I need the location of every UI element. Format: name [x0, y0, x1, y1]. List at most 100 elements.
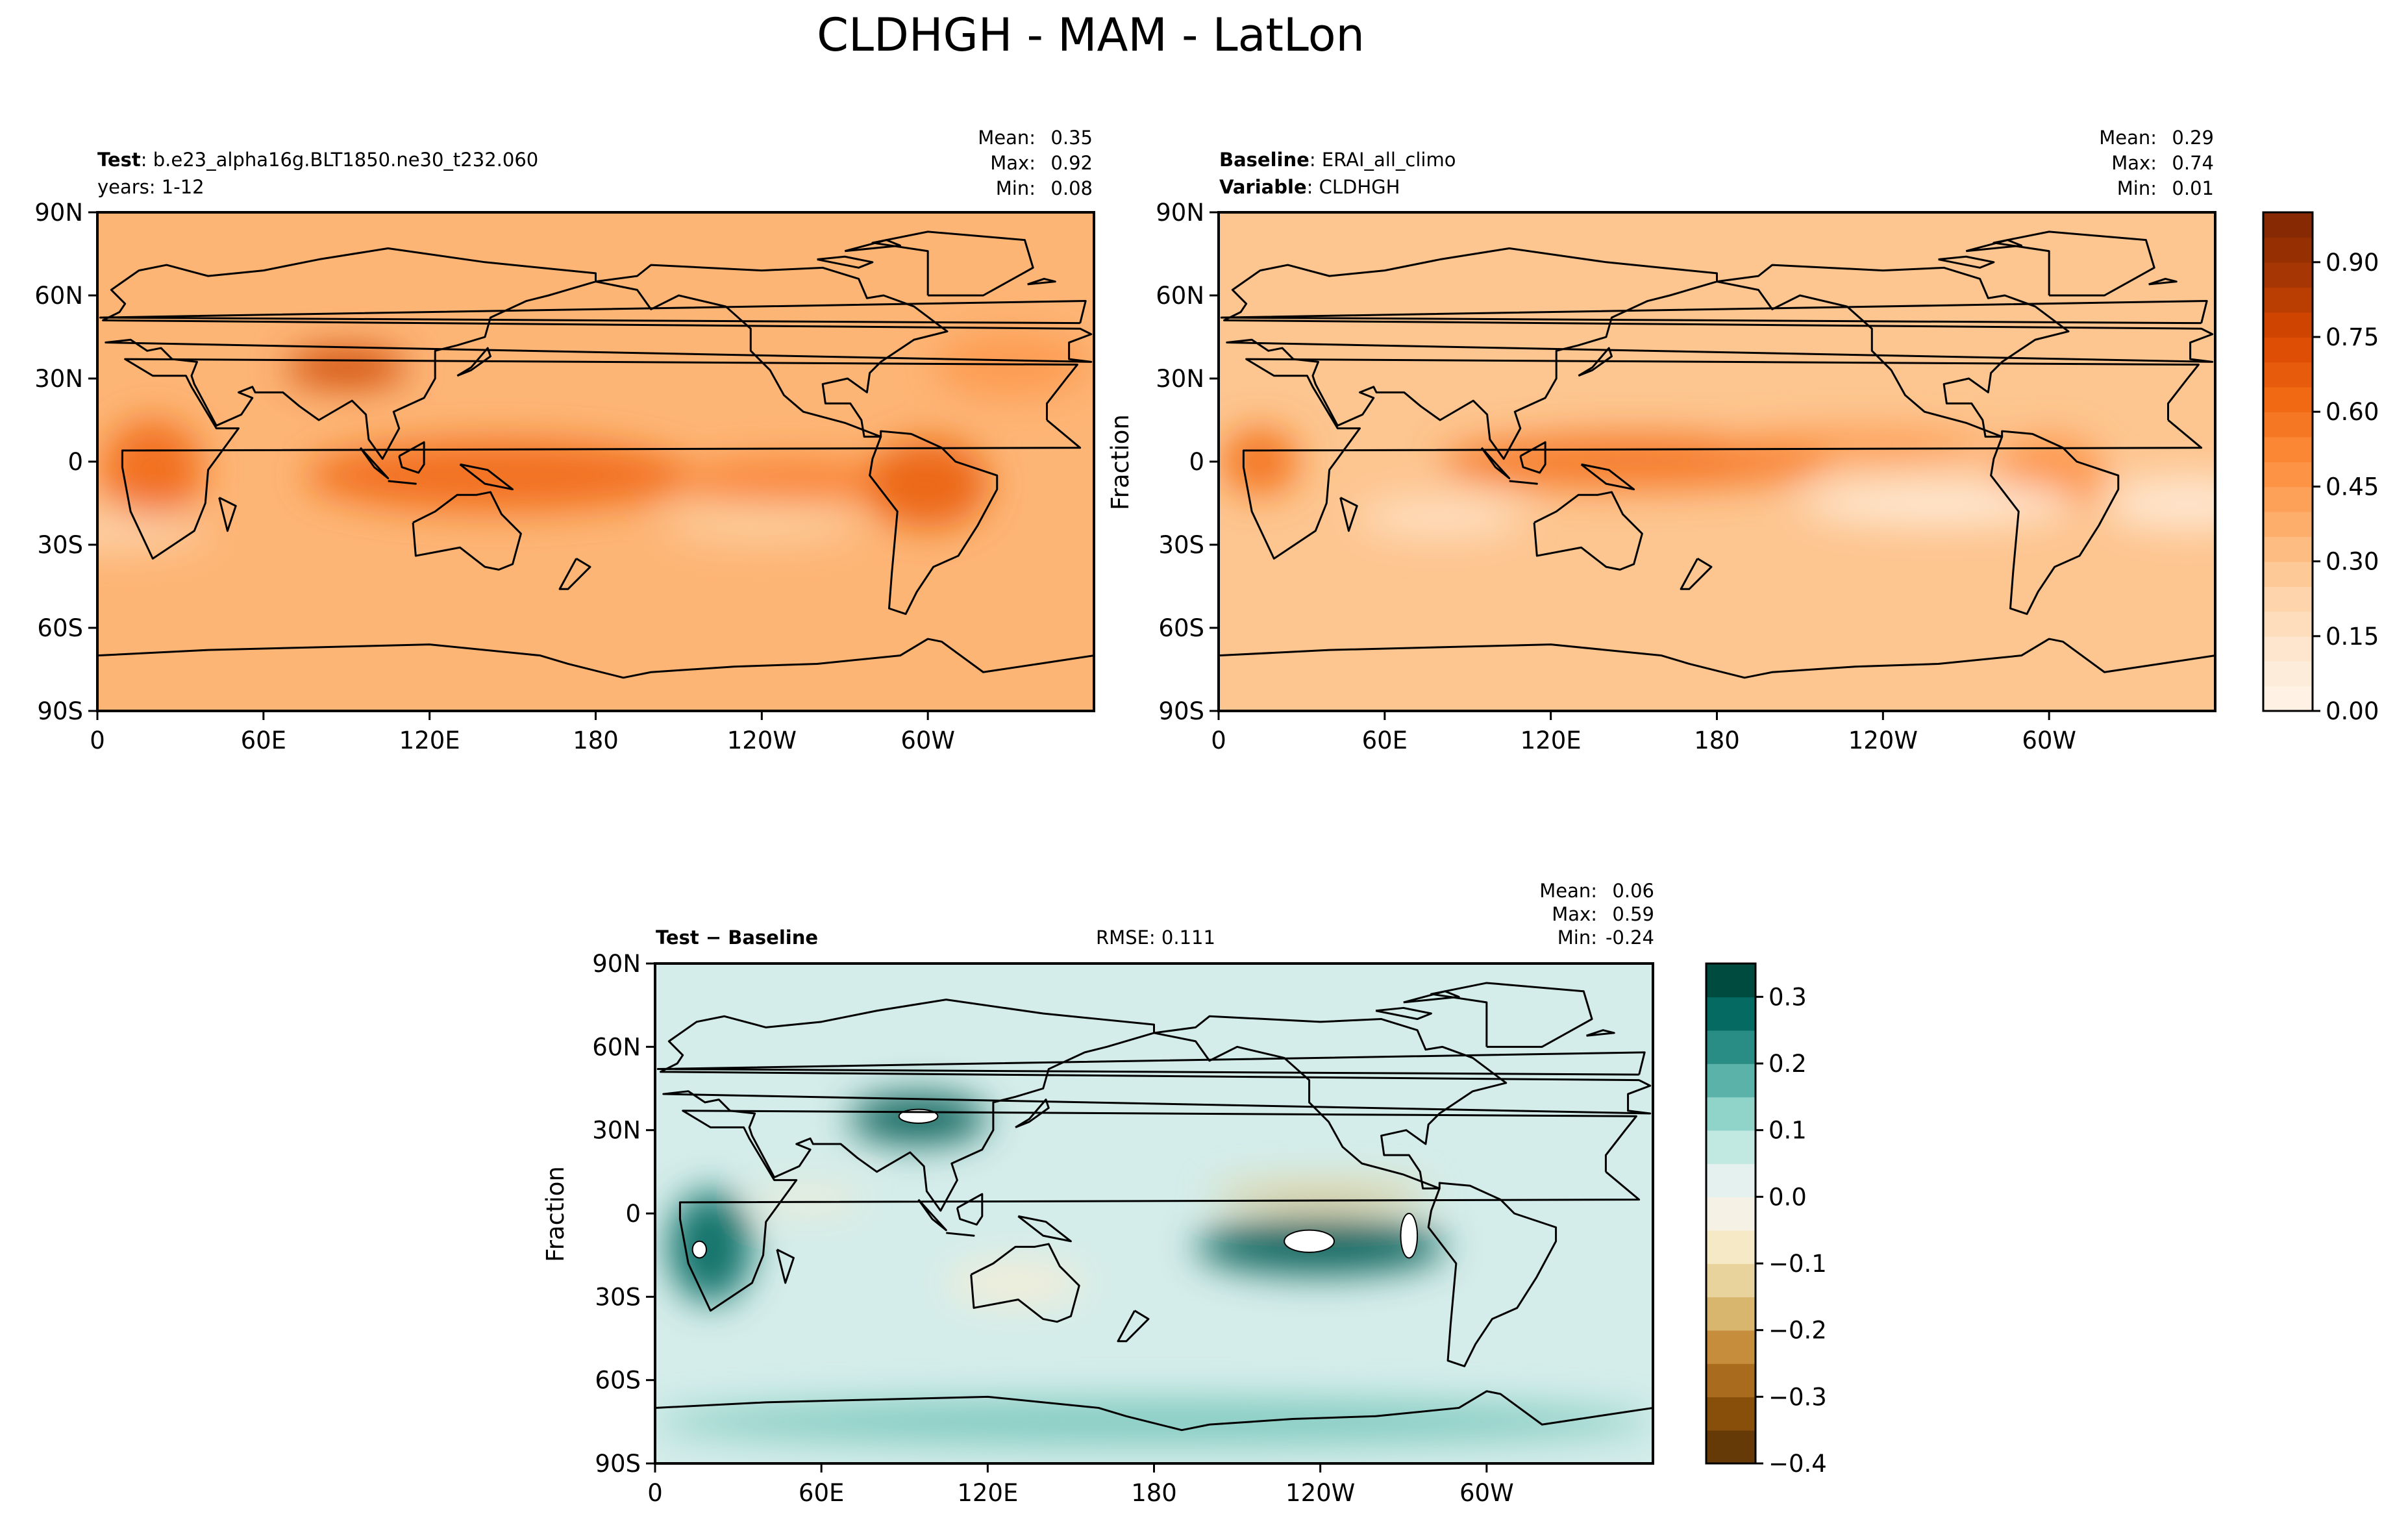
coastline: [1578, 347, 1613, 377]
coastline: [917, 1199, 947, 1232]
colorbar-tick-label: 0.15: [2326, 623, 2379, 651]
coastline: [1533, 491, 1643, 571]
field-blobs: [97, 331, 1089, 551]
coastlines: [1219, 230, 2215, 679]
colorbar-step: [2263, 362, 2313, 388]
y-tick-label: 0: [68, 448, 83, 476]
coastline: [776, 1249, 795, 1284]
coastline: [869, 430, 999, 615]
field-anomaly: [1209, 1182, 1432, 1206]
baseline-title-line-2: Variable: CLDHGH: [1219, 176, 1400, 198]
coastline: [1427, 1182, 1558, 1367]
coastline: [1403, 990, 1460, 1004]
coastline: [97, 638, 1094, 679]
x-tick-label: 0: [90, 727, 105, 754]
x-tick-label: 120E: [1521, 727, 1582, 754]
colorbar-step: [2263, 586, 2313, 612]
diff-rmse: RMSE: 0.111: [1096, 926, 1215, 949]
x-tick-label: 60W: [2022, 727, 2076, 754]
coastline: [1680, 558, 1713, 590]
field-anomaly: [304, 439, 693, 512]
diff-stat-max: 0.59: [1612, 903, 1654, 925]
coastlines: [655, 982, 1653, 1432]
field-anomaly: [1800, 480, 2077, 526]
colorbar-tick-label: 0.75: [2326, 323, 2379, 351]
diff-stat-min: -0.24: [1606, 926, 1654, 949]
colorbar-step: [1706, 1163, 1756, 1198]
baseline-stat-max-label: Max:: [2111, 152, 2157, 174]
y-tick-label: 60N: [34, 282, 83, 310]
field-layer: [97, 212, 1094, 711]
coastline: [1990, 430, 2120, 615]
baseline-stat-mean-label: Mean:: [2099, 127, 2157, 149]
field-anomaly: [669, 1191, 752, 1302]
colorbar-tick-label: −0.2: [1769, 1317, 1827, 1345]
y-tick-label: 0: [625, 1200, 641, 1228]
coastline: [412, 491, 522, 571]
x-tick-label: 120E: [399, 727, 460, 754]
colorbar-step: [1706, 1330, 1756, 1364]
coastline: [1015, 1099, 1050, 1128]
baseline-title-line-1: Baseline: ERAI_all_climo: [1219, 149, 1456, 171]
colorbar-step: [2263, 511, 2313, 537]
coastline: [1509, 480, 1538, 485]
colorbar-step: [2263, 412, 2313, 438]
colorbar-step: [1706, 1263, 1756, 1298]
figure-title: CLDHGH - MAM - LatLon: [817, 8, 1365, 62]
colorbar-step: [2263, 212, 2313, 238]
coastline: [678, 1110, 1641, 1312]
diff-stat-min-label: Min:: [1558, 926, 1597, 949]
colorbar-step: [1706, 1430, 1756, 1464]
coastline: [1586, 1029, 1615, 1037]
colorbar-step: [1706, 1197, 1756, 1231]
colorbar-tick-label: 0.3: [1769, 983, 1807, 1011]
y-tick-label: 30N: [34, 365, 83, 393]
coastline: [1027, 277, 1056, 286]
x-tick-label: 60E: [799, 1479, 844, 1507]
y-tick-label: 0: [1189, 448, 1204, 476]
test-stat-mean-label: Mean:: [978, 127, 1036, 149]
field-anomaly: [103, 420, 203, 520]
test-title-line-1: Test: b.e23_alpha16g.BLT1850.ne30_t232.0…: [97, 149, 538, 171]
coastline: [1219, 638, 2215, 679]
x-tick-label: 120W: [727, 727, 797, 754]
field-anomaly: [678, 458, 900, 503]
baseline-stat-min: 0.01: [2172, 177, 2214, 199]
y-tick-label: 90N: [1156, 199, 1204, 227]
x-tick-label: 0: [647, 1479, 663, 1507]
field-anomaly: [665, 503, 859, 542]
y-tick-label: 90N: [592, 950, 641, 978]
panel-baseline: Baseline: ERAI_all_climo Variable: CLDHG…: [1106, 127, 2379, 754]
colorbar-step: [2263, 237, 2313, 263]
colorbar-step: [2263, 287, 2313, 313]
colorbar-tick-label: 0.60: [2326, 398, 2379, 426]
colorbar-step: [1706, 1130, 1756, 1164]
coastline: [1375, 1006, 1432, 1021]
colorbar-step: [2263, 312, 2313, 338]
y-tick-label: 60N: [1156, 282, 1204, 310]
panel-test: Test: b.e23_alpha16g.BLT1850.ne30_t232.0…: [34, 127, 1095, 754]
x-tick-label: 120W: [1848, 727, 1918, 754]
test-stat-max-label: Max:: [990, 152, 1036, 174]
coastline: [1154, 1015, 1508, 1189]
coastlines: [97, 230, 1094, 679]
colorbar-tick-label: 0.2: [1769, 1050, 1807, 1078]
coastline: [956, 1193, 984, 1226]
x-tick-label: 180: [1131, 1479, 1177, 1507]
baseline-stat-max: 0.74: [2172, 152, 2214, 174]
test-stat-min-label: Min:: [996, 177, 1036, 199]
coastline: [660, 999, 1652, 1212]
field-anomaly: [1717, 431, 1994, 459]
coastline: [558, 558, 591, 590]
y-tick-label: 60S: [37, 614, 83, 642]
diff-stat-mean: 0.06: [1612, 880, 1654, 902]
colorbar-oranges: 0.00 0.15 0.30 0.45 0.60 0.75 0.90: [2262, 211, 2379, 725]
colorbar-tick-label: −0.1: [1769, 1250, 1827, 1278]
colorbar-step: [1706, 1230, 1756, 1264]
colorbar-step: [1706, 1363, 1756, 1398]
diff-y-axis-label: Fraction: [541, 1166, 569, 1262]
field-layer: [655, 963, 1653, 1463]
coastline: [656, 1051, 1646, 1076]
field-anomaly: [946, 1260, 1085, 1306]
field-anomaly: [752, 1188, 863, 1211]
